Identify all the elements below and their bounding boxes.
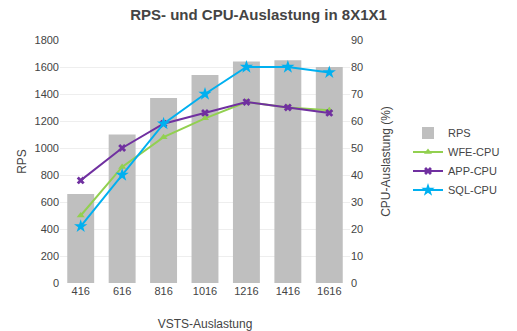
svg-text:RPS: RPS [15,149,29,174]
svg-text:816: 816 [154,285,172,297]
svg-text:1400: 1400 [35,88,59,100]
svg-text:WFE-CPU: WFE-CPU [448,146,499,158]
svg-text:616: 616 [113,285,131,297]
svg-text:600: 600 [41,196,59,208]
svg-text:200: 200 [41,250,59,262]
svg-text:SQL-CPU: SQL-CPU [448,184,497,196]
svg-text:30: 30 [351,196,363,208]
svg-text:CPU-Auslastung (%): CPU-Auslastung (%) [379,106,393,217]
svg-text:90: 90 [351,34,363,46]
svg-text:10: 10 [351,250,363,262]
svg-text:1600: 1600 [35,61,59,73]
svg-text:1016: 1016 [193,285,217,297]
svg-text:1000: 1000 [35,142,59,154]
svg-text:80: 80 [351,61,363,73]
svg-text:0: 0 [53,277,59,289]
svg-text:20: 20 [351,223,363,235]
svg-text:40: 40 [351,169,363,181]
svg-text:0: 0 [351,277,357,289]
svg-text:RPS- und CPU-Auslastung in 8X1: RPS- und CPU-Auslastung in 8X1X1 [130,6,387,23]
svg-text:1616: 1616 [317,285,341,297]
svg-text:1800: 1800 [35,34,59,46]
svg-text:1216: 1216 [234,285,258,297]
svg-text:1416: 1416 [276,285,300,297]
svg-text:RPS: RPS [448,127,471,139]
svg-text:416: 416 [72,285,90,297]
svg-text:800: 800 [41,169,59,181]
svg-text:APP-CPU: APP-CPU [448,165,497,177]
svg-text:VSTS-Auslastung: VSTS-Auslastung [158,317,253,331]
svg-text:1200: 1200 [35,115,59,127]
svg-text:60: 60 [351,115,363,127]
svg-text:70: 70 [351,88,363,100]
svg-text:400: 400 [41,223,59,235]
svg-text:50: 50 [351,142,363,154]
